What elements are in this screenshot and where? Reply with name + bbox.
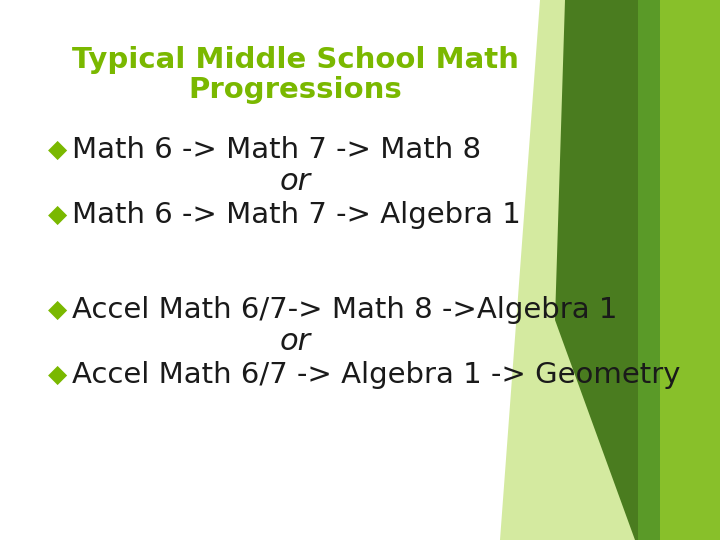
Text: ◆: ◆: [48, 298, 68, 322]
Text: ◆: ◆: [48, 203, 68, 227]
Polygon shape: [648, 0, 720, 540]
Text: or: or: [279, 327, 310, 356]
Text: Math 6 -> Math 7 -> Math 8: Math 6 -> Math 7 -> Math 8: [72, 136, 481, 164]
Text: Accel Math 6/7 -> Algebra 1 -> Geometry: Accel Math 6/7 -> Algebra 1 -> Geometry: [72, 361, 680, 389]
Text: Math 6 -> Math 7 -> Algebra 1: Math 6 -> Math 7 -> Algebra 1: [72, 201, 521, 229]
Text: Typical Middle School Math: Typical Middle School Math: [71, 46, 518, 74]
Text: ◆: ◆: [48, 363, 68, 387]
Polygon shape: [500, 0, 720, 540]
Text: ◆: ◆: [48, 138, 68, 162]
Text: Accel Math 6/7-> Math 8 ->Algebra 1: Accel Math 6/7-> Math 8 ->Algebra 1: [72, 296, 618, 324]
Polygon shape: [638, 0, 660, 540]
Text: or: or: [279, 167, 310, 197]
Text: Progressions: Progressions: [188, 76, 402, 104]
Polygon shape: [555, 0, 720, 540]
